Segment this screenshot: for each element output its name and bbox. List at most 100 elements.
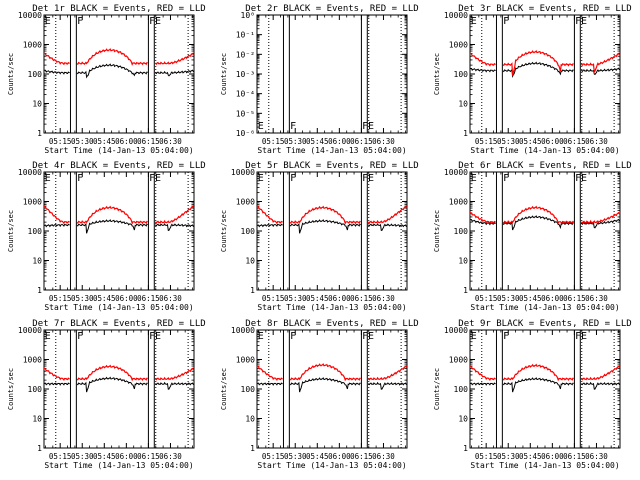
x-tick-label: 06:15 (563, 452, 586, 461)
y-tick-label: 100 (28, 385, 43, 394)
y-tick-label: 1000 (23, 356, 42, 365)
detector-panel-5: Det 5r BLACK = Events, RED = LLD 1 10 100 10… (220, 161, 419, 312)
detector-panel-7: Det 7r BLACK = Events, RED = LLD 1 10 100 10… (7, 319, 206, 470)
series-line-lld (469, 205, 621, 225)
flag-label-e: E (258, 173, 264, 184)
x-tick-label: 05:30 (71, 452, 94, 461)
series-line-lld (44, 48, 195, 66)
y-axis-label: Counts/sec (7, 53, 15, 95)
y-tick-label: 100 (454, 385, 469, 394)
x-tick-label: 05:15 (475, 137, 498, 146)
flag-label-e: E (471, 16, 477, 27)
y-tick-label: 1 (37, 129, 42, 138)
plot-frame (469, 171, 621, 291)
flag-label-f: F (149, 331, 155, 342)
flag-label-e: E (45, 173, 51, 184)
y-tick-label: 10⁻² (236, 50, 255, 59)
x-tick-label: 06:30 (372, 452, 395, 461)
series-line-lld (256, 205, 408, 225)
plot-frame (43, 14, 195, 134)
x-tick-label: 05:45 (93, 452, 116, 461)
series-line-events (469, 215, 621, 231)
flag-label-f: F (290, 121, 296, 132)
panel-title: Det 1r BLACK = Events, RED = LLD (32, 4, 205, 14)
x-tick-label: 06:00 (115, 452, 138, 461)
detector-panel-3: Det 3r BLACK = Events, RED = LLD 1 10 100 10… (433, 4, 632, 155)
x-tick-label: 06:15 (350, 294, 373, 303)
panel-title: Det 5r BLACK = Events, RED = LLD (245, 161, 418, 171)
series-line-events (43, 63, 195, 79)
panel-title: Det 9r BLACK = Events, RED = LLD (458, 319, 631, 329)
x-tick-label: 06:15 (137, 452, 160, 461)
x-tick-label: 05:30 (497, 452, 520, 461)
y-tick-label: 10⁻⁵ (236, 109, 255, 118)
flag-label-e: E (45, 16, 51, 27)
plot-frame (256, 14, 408, 134)
x-tick-label: 05:30 (71, 294, 94, 303)
flag-label-f: F (575, 331, 581, 342)
flag-label-f: F (362, 331, 368, 342)
x-tick-label: 06:00 (328, 294, 351, 303)
x-tick-label: 06:00 (328, 452, 351, 461)
flag-label-e: E (471, 173, 477, 184)
x-axis-label: Start Time (14-Jan-13 05:04:00) (470, 146, 619, 155)
y-tick-label: 100 (241, 385, 256, 394)
y-tick-label: 1000 (23, 198, 42, 207)
flag-label-e: E (368, 121, 374, 132)
x-tick-label: 05:15 (49, 452, 72, 461)
x-axis-label: Start Time (14-Jan-13 05:04:00) (470, 303, 619, 312)
y-tick-label: 1000 (23, 41, 42, 50)
y-axis-label: Counts/sec (220, 53, 228, 95)
flag-label-f: F (503, 173, 509, 184)
x-tick-label: 05:45 (306, 452, 329, 461)
flag-label-e: E (45, 331, 51, 342)
series-line-events (469, 377, 620, 393)
detector-panel-2: Det 2r BLACK = Events, RED = LLD 10⁻⁶ 10⁻⁵… (220, 4, 419, 155)
panel-title: Det 4r BLACK = Events, RED = LLD (32, 161, 205, 171)
y-tick-label: 10 (245, 257, 255, 266)
panel-title: Det 7r BLACK = Events, RED = LLD (32, 319, 205, 329)
plot-frame (469, 329, 621, 449)
x-tick-label: 06:15 (350, 452, 373, 461)
x-tick-label: 06:00 (328, 137, 351, 146)
flag-label-f: F (149, 16, 155, 27)
y-tick-label: 1 (463, 286, 468, 295)
y-axis-label: Counts/sec (7, 210, 15, 252)
y-tick-label: 10000 (231, 326, 255, 335)
x-tick-label: 06:00 (115, 294, 138, 303)
flag-label-f: F (362, 173, 368, 184)
y-axis-label: Counts/sec (220, 368, 228, 410)
flag-label-e: E (155, 331, 161, 342)
y-axis-label: Counts/sec (7, 368, 15, 410)
x-tick-label: 05:30 (284, 137, 307, 146)
detector-panel-6: Det 6r BLACK = Events, RED = LLD 1 10 100 10… (433, 161, 632, 312)
y-tick-label: 1000 (449, 356, 468, 365)
panel-title: Det 6r BLACK = Events, RED = LLD (458, 161, 631, 171)
x-tick-label: 05:45 (93, 294, 116, 303)
flag-label-f: F (503, 331, 509, 342)
x-tick-label: 05:45 (519, 137, 542, 146)
y-tick-label: 1 (463, 129, 468, 138)
x-tick-label: 05:45 (519, 294, 542, 303)
y-tick-label: 10000 (444, 168, 468, 177)
flag-label-f: F (77, 16, 83, 27)
y-tick-label: 10000 (18, 326, 42, 335)
x-tick-label: 06:00 (541, 452, 564, 461)
y-tick-label: 10 (458, 100, 468, 109)
y-tick-label: 100 (28, 227, 43, 236)
panel-title: Det 2r BLACK = Events, RED = LLD (245, 4, 418, 14)
flag-label-e: E (258, 121, 264, 132)
x-tick-label: 06:30 (159, 137, 182, 146)
x-tick-label: 06:00 (541, 294, 564, 303)
x-axis-label: Start Time (14-Jan-13 05:04:00) (44, 461, 193, 470)
x-axis-label: Start Time (14-Jan-13 05:04:00) (44, 303, 193, 312)
flag-label-e: E (471, 331, 477, 342)
x-axis-label: Start Time (14-Jan-13 05:04:00) (470, 461, 619, 470)
flag-label-f: F (575, 173, 581, 184)
y-tick-label: 100 (454, 227, 469, 236)
y-tick-label: 10⁰ (241, 11, 255, 20)
flag-label-f: F (503, 16, 509, 27)
y-tick-label: 1000 (449, 41, 468, 50)
x-tick-label: 05:30 (284, 452, 307, 461)
y-tick-label: 10 (32, 100, 42, 109)
